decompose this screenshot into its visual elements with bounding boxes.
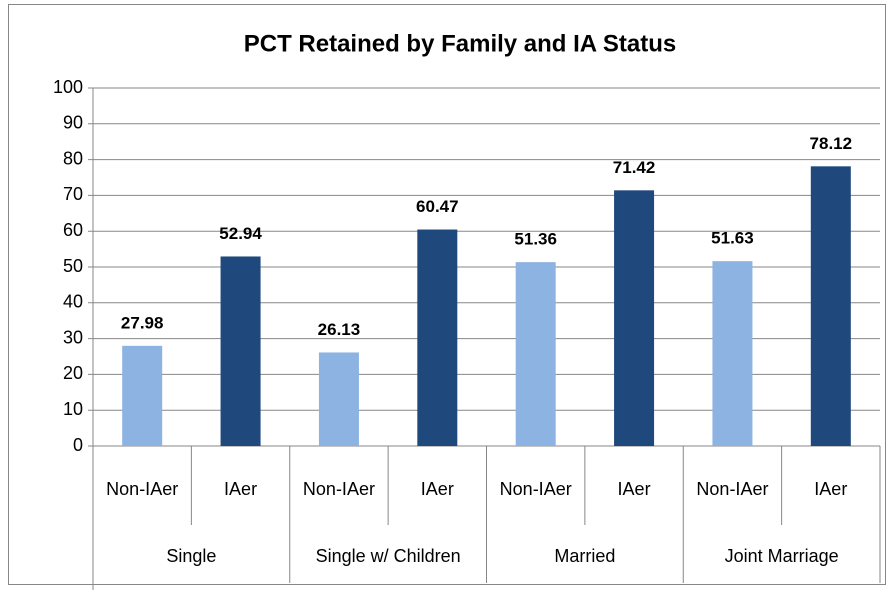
data-label: 78.12 [810, 134, 853, 153]
data-label: 26.13 [318, 320, 361, 339]
x-tick-label: Non-IAer [500, 479, 572, 499]
data-label: 51.36 [514, 230, 557, 249]
x-tick-label: IAer [618, 479, 651, 499]
chart-title: PCT Retained by Family and IA Status [244, 30, 677, 57]
y-tick-label: 60 [63, 220, 83, 240]
x-tick-label: Non-IAer [696, 479, 768, 499]
bar [810, 166, 851, 447]
y-tick-label: 80 [63, 148, 83, 168]
data-label: 27.98 [121, 313, 164, 332]
x-tick-label: IAer [814, 479, 847, 499]
group-label: Married [554, 546, 615, 566]
y-tick-label: 100 [53, 77, 83, 97]
x-tick-label: Non-IAer [303, 479, 375, 499]
y-tick-label: 40 [63, 292, 83, 312]
bar [614, 190, 655, 446]
y-tick-label: 50 [63, 256, 83, 276]
data-label: 71.42 [613, 158, 656, 177]
y-tick-label: 70 [63, 184, 83, 204]
x-tick-label: IAer [421, 479, 454, 499]
data-label: 52.94 [219, 224, 262, 243]
bar [220, 256, 261, 446]
y-tick-label: 0 [73, 435, 83, 455]
data-label: 51.63 [711, 229, 754, 248]
y-tick-label: 90 [63, 113, 83, 133]
bar [318, 352, 359, 446]
x-tick-label: Non-IAer [106, 479, 178, 499]
data-label: 60.47 [416, 197, 459, 216]
bar [417, 229, 458, 446]
bar [122, 345, 163, 446]
bar [712, 261, 753, 446]
x-tick-label: IAer [224, 479, 257, 499]
group-label: Single w/ Children [316, 546, 461, 566]
y-tick-label: 10 [63, 399, 83, 419]
group-label: Single [166, 546, 216, 566]
bar [515, 262, 556, 446]
y-tick-label: 30 [63, 327, 83, 347]
group-label: Joint Marriage [725, 546, 839, 566]
y-tick-label: 20 [63, 363, 83, 383]
